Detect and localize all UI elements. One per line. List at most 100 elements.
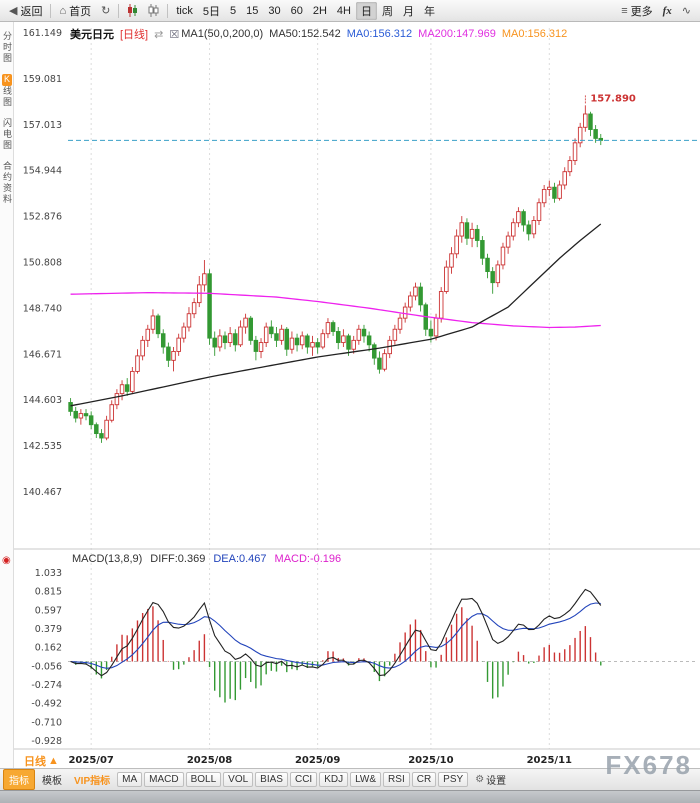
svg-text:-0.710: -0.710 <box>31 717 62 728</box>
indicator-icon: ◉ <box>2 555 11 566</box>
svg-text:161.149: 161.149 <box>23 28 62 39</box>
svg-text:0.162: 0.162 <box>35 643 62 654</box>
svg-text:154.944: 154.944 <box>23 166 62 177</box>
macd-dea-value: DEA:0.467 <box>213 553 267 565</box>
svg-text:2025/07: 2025/07 <box>68 755 113 766</box>
menu-icon: ≡ <box>621 4 628 17</box>
period-button-30[interactable]: 30 <box>268 4 281 17</box>
period-button-5日[interactable]: 5日 <box>202 5 220 18</box>
tab-PSY[interactable]: PSY <box>438 772 469 787</box>
ma-settings-label: MA1(50,0,200,0) <box>181 28 264 40</box>
svg-text:-0.492: -0.492 <box>31 699 62 710</box>
back-icon: ◀ <box>9 5 18 17</box>
macd-header: MACD(13,8,9) DIFF:0.369 DEA:0.467 MACD:-… <box>72 553 341 565</box>
svg-text:-0.928: -0.928 <box>31 736 62 747</box>
candlestick-style-button[interactable] <box>122 3 143 18</box>
tab-CR[interactable]: CR <box>411 772 437 787</box>
left-sidebar: 分时图 K线图闪电图合约资料 <box>0 22 14 768</box>
ma0-orange-value: MA0:156.312 <box>501 28 568 40</box>
toolbar-separator <box>118 3 120 18</box>
home-label: 首页 <box>69 5 92 18</box>
tab-RSI[interactable]: RSI <box>383 772 410 787</box>
chart-area: 2025/07 2025/08 2025/09 2025/10 2025/11 161.1… <box>14 22 700 768</box>
symbol-name: 美元日元 <box>70 29 114 41</box>
svg-text:144.603: 144.603 <box>23 395 62 406</box>
svg-text:2025/11: 2025/11 <box>527 755 572 766</box>
gear-icon: ⚙ <box>475 774 485 785</box>
svg-text:157.013: 157.013 <box>23 120 62 131</box>
svg-text:-0.274: -0.274 <box>31 680 62 691</box>
ma50-value: MA50:152.542 <box>269 28 341 40</box>
main-chart[interactable]: 2025/07 2025/08 2025/09 2025/10 2025/11 161.1… <box>14 22 700 768</box>
sidebar-item-2[interactable]: 闪电图 <box>2 118 12 151</box>
svg-text:0.379: 0.379 <box>35 624 62 635</box>
tab-MACD[interactable]: MACD <box>144 772 184 787</box>
period-button-60[interactable]: 60 <box>290 4 303 17</box>
svg-text:0.597: 0.597 <box>35 605 62 616</box>
more-label: 更多 <box>630 5 653 18</box>
period-button-月[interactable]: 月 <box>402 5 414 18</box>
svg-text:2025/08: 2025/08 <box>187 755 232 766</box>
macd-title: MACD(13,8,9) <box>72 553 143 565</box>
tab-MA[interactable]: MA <box>117 772 143 787</box>
refresh-icon: ↻ <box>101 5 111 17</box>
home-button[interactable]: ⌂ 首页 <box>54 2 96 20</box>
ma-checkbox-icon[interactable]: ☒ <box>169 28 180 41</box>
period-button-5[interactable]: 5 <box>229 4 237 17</box>
price-chart-header: 美元日元 [日线] ⇄ ☒ MA1(50,0,200,0) MA50:152.5… <box>70 26 567 42</box>
tab-指标[interactable]: 指标 <box>3 769 35 790</box>
period-button-年[interactable]: 年 <box>423 5 435 18</box>
more-button[interactable]: ≡ 更多 <box>616 2 657 20</box>
back-button[interactable]: ◀ 返回 <box>4 2 47 20</box>
toolbar-right-group: ≡ 更多 fx ∿ <box>616 2 696 20</box>
hollow-candle-style-button[interactable] <box>143 3 164 18</box>
tab-BIAS[interactable]: BIAS <box>255 772 288 787</box>
candlestick-icon <box>128 4 138 17</box>
refresh-button[interactable]: ↻ <box>96 3 115 18</box>
sidebar-item-0[interactable]: 分时图 <box>2 31 12 64</box>
macd-diff-value: DIFF:0.369 <box>150 553 206 565</box>
toolbar-separator <box>167 3 169 18</box>
period-tag: [日线] <box>120 29 149 41</box>
swap-icon[interactable]: ⇄ <box>154 28 164 41</box>
ma200-value: MA200:147.969 <box>418 28 496 40</box>
svg-text:157.890: 157.890 <box>590 93 636 104</box>
period-button-周[interactable]: 周 <box>381 5 393 18</box>
timeframe-badge[interactable]: 日线 ▲ <box>24 753 59 769</box>
svg-text:150.808: 150.808 <box>23 258 62 269</box>
macd-hist-value: MACD:-0.196 <box>274 553 342 565</box>
timeframe-label: 日线 <box>24 756 46 768</box>
sidebar-item-3[interactable]: 合约资料 <box>2 161 12 205</box>
tab-CCI[interactable]: CCI <box>289 772 318 787</box>
top-toolbar: ◀ 返回 ⌂ 首页 ↻ <box>0 0 700 22</box>
period-button-15[interactable]: 15 <box>246 4 259 17</box>
svg-text:0.815: 0.815 <box>35 587 62 598</box>
period-button-4H[interactable]: 4H <box>336 4 351 17</box>
tab-VIP指标[interactable]: VIP指标 <box>74 776 111 787</box>
back-label: 返回 <box>20 5 43 18</box>
line-chart-button[interactable]: ∿ <box>677 3 696 18</box>
fx-button[interactable]: fx <box>658 4 677 18</box>
period-button-2H[interactable]: 2H <box>312 4 327 17</box>
fx-icon: fx <box>662 4 672 17</box>
watermark: FX678 <box>605 750 692 780</box>
toolbar-separator <box>50 3 52 18</box>
hollow-candle-icon <box>148 4 159 17</box>
tab-VOL[interactable]: VOL <box>223 772 254 787</box>
tab-KDJ[interactable]: KDJ <box>319 772 349 787</box>
sidebar-item-1[interactable]: K线图 <box>2 74 12 108</box>
tab-LW&[interactable]: LW& <box>350 772 382 787</box>
period-group: tick 5日 5 15 30 60 2H 4H 日周月年 <box>171 1 440 20</box>
ma0-blue-value: MA0:156.312 <box>346 28 413 40</box>
svg-text:142.535: 142.535 <box>23 441 62 452</box>
period-button-日[interactable]: 日 <box>355 1 377 20</box>
line-chart-icon: ∿ <box>681 5 691 17</box>
period-button-tick[interactable]: tick <box>176 4 193 17</box>
svg-text:2025/09: 2025/09 <box>295 755 340 766</box>
svg-text:152.876: 152.876 <box>23 212 62 223</box>
tab-BOLL[interactable]: BOLL <box>185 772 222 787</box>
svg-text:146.671: 146.671 <box>23 349 62 360</box>
tab-模板[interactable]: 模板 <box>42 776 62 787</box>
tab-设置[interactable]: ⚙ 设置 <box>475 774 507 787</box>
